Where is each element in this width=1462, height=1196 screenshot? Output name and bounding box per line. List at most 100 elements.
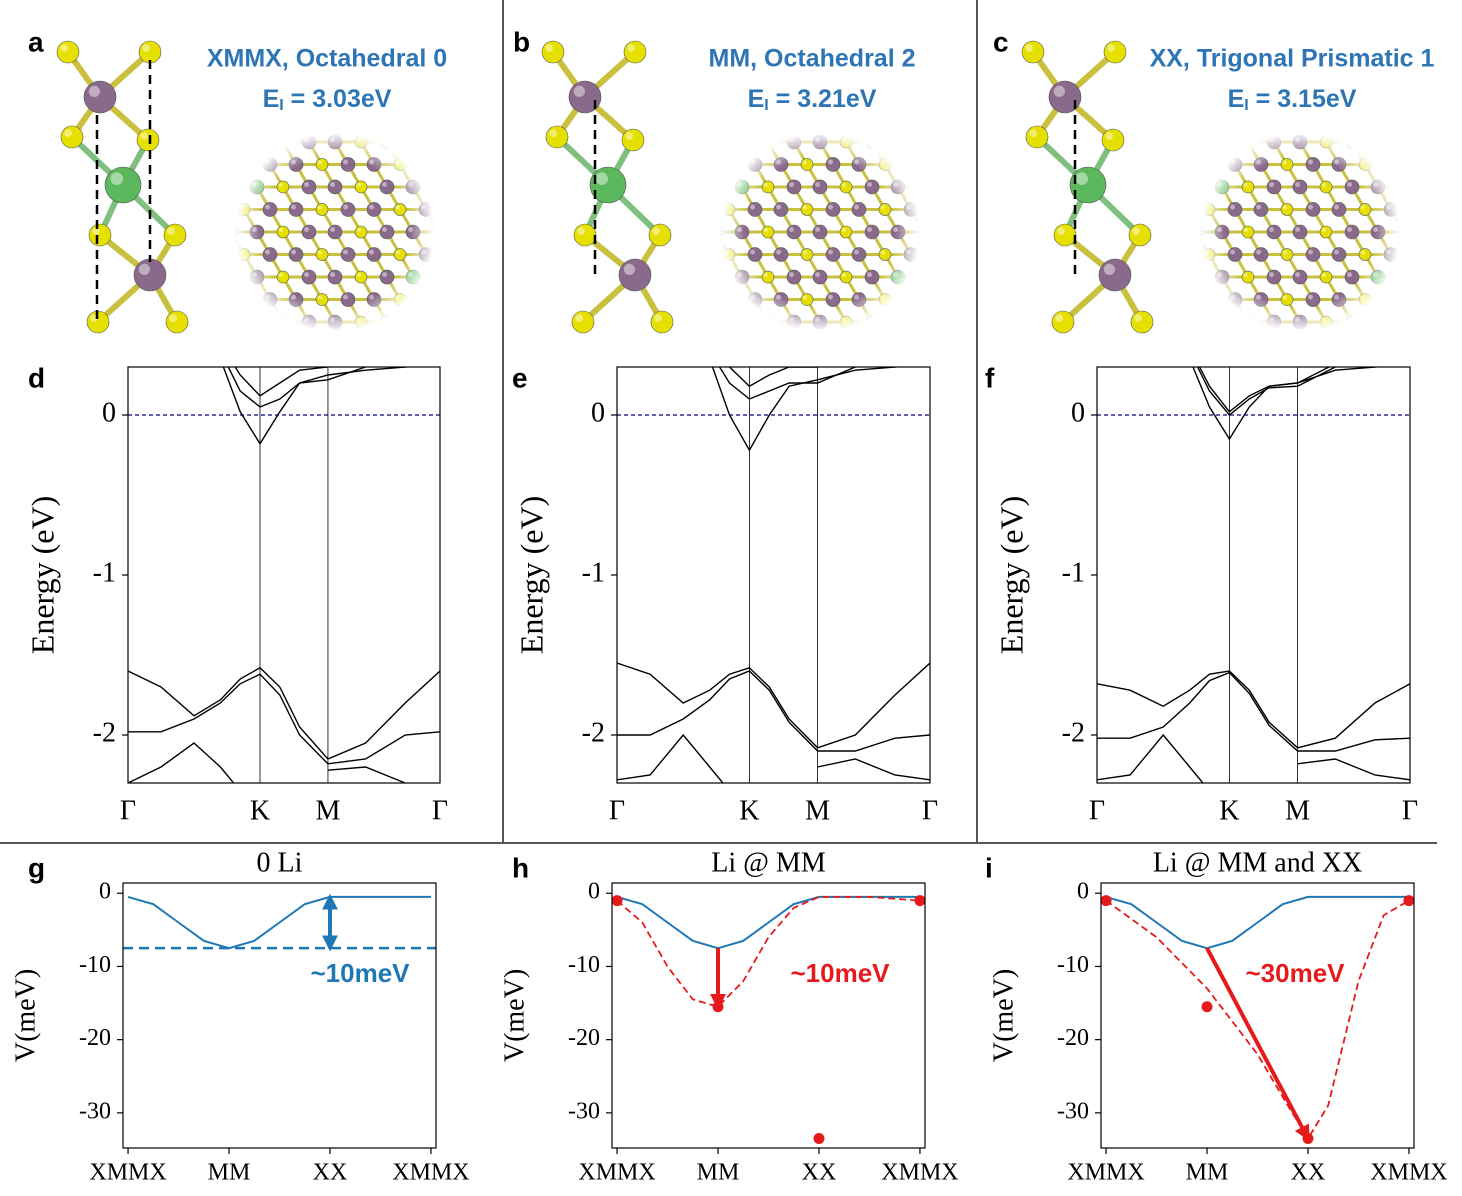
y-tick-label: -2 — [93, 717, 116, 748]
panel-label: c — [993, 26, 1009, 57]
band-line — [1097, 671, 1410, 752]
plot-area — [128, 367, 440, 783]
atom — [1227, 247, 1243, 262]
atom-highlight — [1334, 294, 1339, 300]
structure-title: XMMX, Octahedral 0 — [207, 45, 447, 73]
atom — [890, 269, 906, 285]
atom-highlight — [906, 249, 911, 255]
atom — [327, 224, 343, 240]
atom-highlight — [330, 137, 335, 142]
atom — [747, 247, 763, 262]
atom — [60, 125, 84, 149]
atom-highlight — [356, 317, 361, 323]
potential-curve — [616, 896, 921, 1008]
atom-highlight — [330, 227, 335, 232]
atom — [1253, 247, 1269, 262]
atom-highlight — [627, 44, 635, 53]
atom — [1370, 179, 1386, 195]
atom — [1280, 248, 1294, 261]
atom-highlight — [1282, 295, 1287, 300]
energy-label: EI = 3.03eV — [263, 85, 392, 115]
atom-highlight — [815, 317, 820, 323]
atom — [568, 80, 602, 114]
atom-highlight — [841, 272, 846, 278]
atom-highlight — [652, 227, 660, 235]
atom-highlight — [1256, 159, 1261, 165]
atom-highlight — [169, 314, 177, 322]
atom — [825, 202, 841, 217]
atom — [1280, 158, 1294, 171]
atom — [851, 202, 867, 217]
atom-highlight — [1243, 182, 1248, 187]
atom — [1202, 248, 1216, 261]
atom — [890, 179, 906, 195]
panel-label: h — [512, 852, 529, 883]
atom — [825, 292, 841, 307]
atom — [773, 247, 789, 262]
atom — [405, 179, 421, 195]
atom — [773, 202, 789, 217]
energy-symbol: E — [748, 85, 765, 113]
atom — [878, 158, 892, 171]
atom — [1319, 270, 1333, 284]
y-tick-label: -1 — [1062, 557, 1085, 588]
atom-highlight — [724, 205, 729, 210]
atom — [165, 310, 189, 334]
atom-highlight — [1256, 249, 1261, 255]
atom — [1214, 269, 1230, 285]
band-line — [617, 733, 930, 783]
atom — [276, 270, 290, 284]
atom — [1130, 310, 1154, 334]
atom-highlight — [395, 295, 400, 300]
atom — [1358, 158, 1372, 171]
plot-frame — [1100, 882, 1415, 1149]
atom — [839, 180, 853, 194]
atom — [878, 248, 892, 261]
x-tick-label: K — [1219, 795, 1239, 826]
potential-curve — [1105, 895, 1409, 950]
atom — [301, 269, 317, 285]
atom-highlight — [1334, 159, 1339, 165]
atom — [1319, 135, 1333, 149]
atom-highlight — [304, 272, 309, 278]
panel-label: a — [28, 26, 44, 57]
plot-frame — [1096, 366, 1411, 784]
y-tick-label: -20 — [568, 1025, 600, 1051]
atom-highlight — [1243, 137, 1248, 142]
energy-subscript: I — [764, 97, 768, 114]
atom-highlight — [750, 249, 755, 255]
atom-highlight — [1308, 249, 1313, 255]
atom-highlight — [828, 294, 833, 300]
atom-highlight — [763, 137, 768, 142]
chart-title: 0 Li — [257, 847, 303, 878]
atom — [1292, 179, 1308, 195]
atom-highlight — [317, 205, 322, 210]
atom-highlight — [304, 182, 309, 187]
atom-highlight — [1321, 272, 1326, 278]
atom-highlight — [1107, 44, 1115, 53]
atom — [249, 224, 265, 240]
atom — [734, 224, 750, 240]
y-tick-label: 0 — [588, 879, 600, 905]
band-line — [128, 666, 440, 760]
atom-highlight — [1075, 172, 1088, 185]
atom-highlight — [815, 272, 820, 278]
atom-highlight — [1217, 182, 1222, 187]
atom — [393, 293, 407, 306]
atom — [1227, 202, 1243, 217]
atom — [379, 314, 395, 330]
atom-highlight — [1308, 294, 1313, 300]
atom — [418, 247, 434, 262]
atom — [812, 224, 828, 240]
atom-highlight — [1269, 182, 1274, 187]
atom-highlight — [763, 227, 768, 232]
band-line — [617, 662, 930, 749]
atom — [1202, 203, 1216, 216]
atom-highlight — [343, 294, 348, 300]
atom — [366, 247, 382, 262]
atom — [393, 248, 407, 261]
y-tick-label: -10 — [79, 952, 111, 978]
atom — [405, 269, 421, 285]
atom-highlight — [395, 160, 400, 165]
atom — [315, 248, 329, 261]
